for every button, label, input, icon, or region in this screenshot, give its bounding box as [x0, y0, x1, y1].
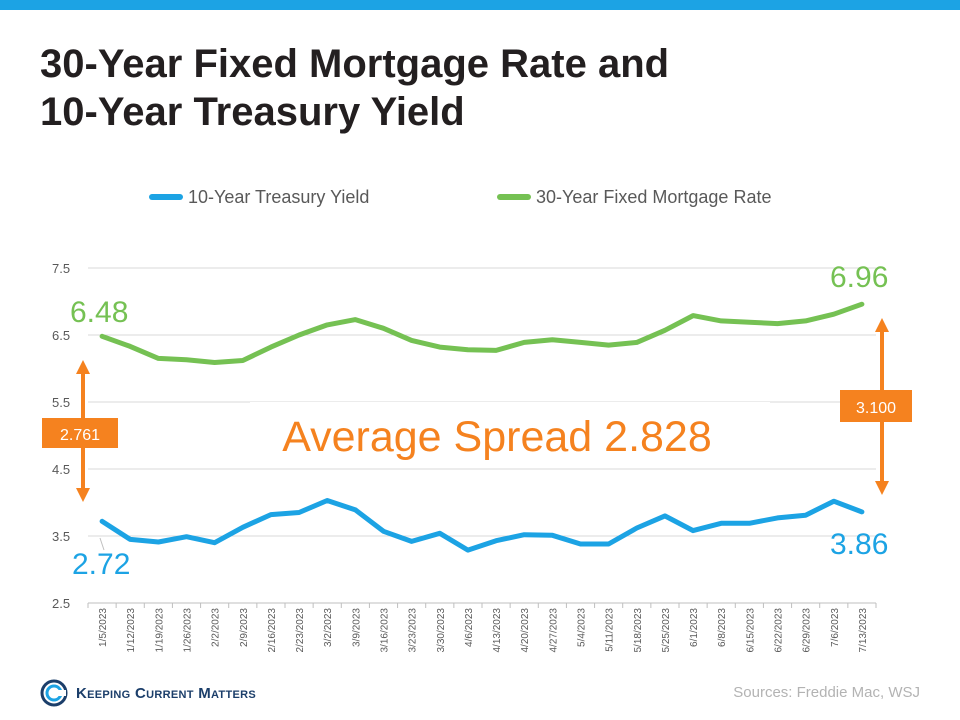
x-tick-label: 2/16/2023: [267, 608, 278, 653]
source-note: Sources: Freddie Mac, WSJ: [733, 684, 920, 701]
x-tick-label: 2/23/2023: [295, 608, 306, 653]
x-tick-label: 4/20/2023: [520, 608, 531, 653]
title-line-2: 10-Year Treasury Yield: [40, 90, 465, 134]
arrow-head-down: [76, 488, 90, 502]
arrow-head-down: [875, 481, 889, 495]
series-line-10-year-treasury-yield: [99, 498, 865, 553]
arrow-head-up: [76, 360, 90, 374]
x-tick-label: 1/19/2023: [154, 608, 165, 653]
x-tick-label: 3/9/2023: [351, 608, 362, 647]
legend-label: 30-Year Fixed Mortgage Rate: [536, 187, 771, 207]
chart-legend: 10-Year Treasury Yield 30-Year Fixed Mort…: [149, 187, 771, 207]
x-tick-label: 7/13/2023: [858, 608, 869, 653]
y-tick-label: 7.5: [52, 261, 70, 276]
average-spread-label: Average Spread 2.828: [282, 413, 712, 461]
spread-right-label: 3.100: [856, 400, 896, 417]
x-tick-label: 4/27/2023: [548, 608, 559, 653]
spread-left-box: [42, 418, 118, 448]
x-tick-label: 1/5/2023: [98, 608, 109, 647]
first-mortgage-label: 6.48: [70, 296, 128, 329]
x-tick-label: 3/2/2023: [323, 608, 334, 647]
arrow-head-up: [875, 318, 889, 332]
x-tick-label: 3/16/2023: [380, 608, 391, 653]
x-tick-label: 6/15/2023: [745, 608, 756, 653]
x-tick-label: 1/26/2023: [183, 608, 194, 653]
brand-logo: Keeping Current Matters: [40, 678, 256, 708]
leader-line: [99, 537, 105, 551]
y-tick-label: 3.5: [52, 529, 70, 544]
y-tick-label: 4.5: [52, 462, 70, 477]
x-tick-label: 7/6/2023: [830, 608, 841, 647]
x-tick-label: 6/29/2023: [802, 608, 813, 653]
x-tick-label: 5/4/2023: [577, 608, 588, 647]
title-line-1: 30-Year Fixed Mortgage Rate and: [40, 42, 670, 86]
x-tick-label: 5/18/2023: [633, 608, 644, 653]
x-tick-label: 1/12/2023: [126, 608, 137, 653]
last-mortgage-label: 6.96: [830, 261, 888, 294]
x-tick-label: 6/1/2023: [689, 608, 700, 647]
y-tick-label: 2.5: [52, 596, 70, 611]
average-spread-bg: [250, 402, 770, 466]
y-tick-label: 5.5: [52, 395, 70, 410]
x-tick-label: 3/23/2023: [408, 608, 419, 653]
series-line-30-year-fixed-mortgage-rate: [99, 301, 865, 365]
brand-logo-icon: [40, 679, 68, 707]
x-tick-label: 3/30/2023: [436, 608, 447, 653]
chart-annotations: 6.48 6.96 2.72 3.86 2.761 3.100 Average Spread…: [42, 261, 912, 581]
page-title: 30-Year Fixed Mortgage Rate and 10-Year …: [40, 40, 920, 136]
x-tick-label: 6/8/2023: [717, 608, 728, 647]
x-tick-label: 4/13/2023: [492, 608, 503, 653]
last-treasury-label: 3.86: [830, 528, 888, 561]
y-tick-label: 6.5: [52, 328, 70, 343]
spread-left-label: 2.761: [60, 427, 100, 444]
x-tick-label: 5/11/2023: [605, 608, 616, 652]
top-accent-bar: [0, 0, 960, 10]
x-tick-label: 4/6/2023: [464, 608, 475, 647]
y-axis: 2.5 3.5 4.5 5.5 6.5 7.5: [52, 261, 70, 611]
x-tick-label: 6/22/2023: [774, 608, 785, 653]
x-tick-label: 5/25/2023: [661, 608, 672, 653]
x-tick-label: 2/9/2023: [239, 608, 250, 647]
legend-label: 10-Year Treasury Yield: [188, 187, 369, 207]
brand-name: Keeping Current Matters: [76, 684, 256, 702]
x-tick-label: 2/2/2023: [211, 608, 222, 647]
spread-right-box: [840, 390, 912, 422]
x-axis: 1/5/2023 1/12/2023 1/19/2023 1/26/2023 2/2/2…: [87, 602, 877, 653]
first-treasury-label: 2.72: [72, 548, 130, 581]
chart-series: [99, 301, 865, 553]
